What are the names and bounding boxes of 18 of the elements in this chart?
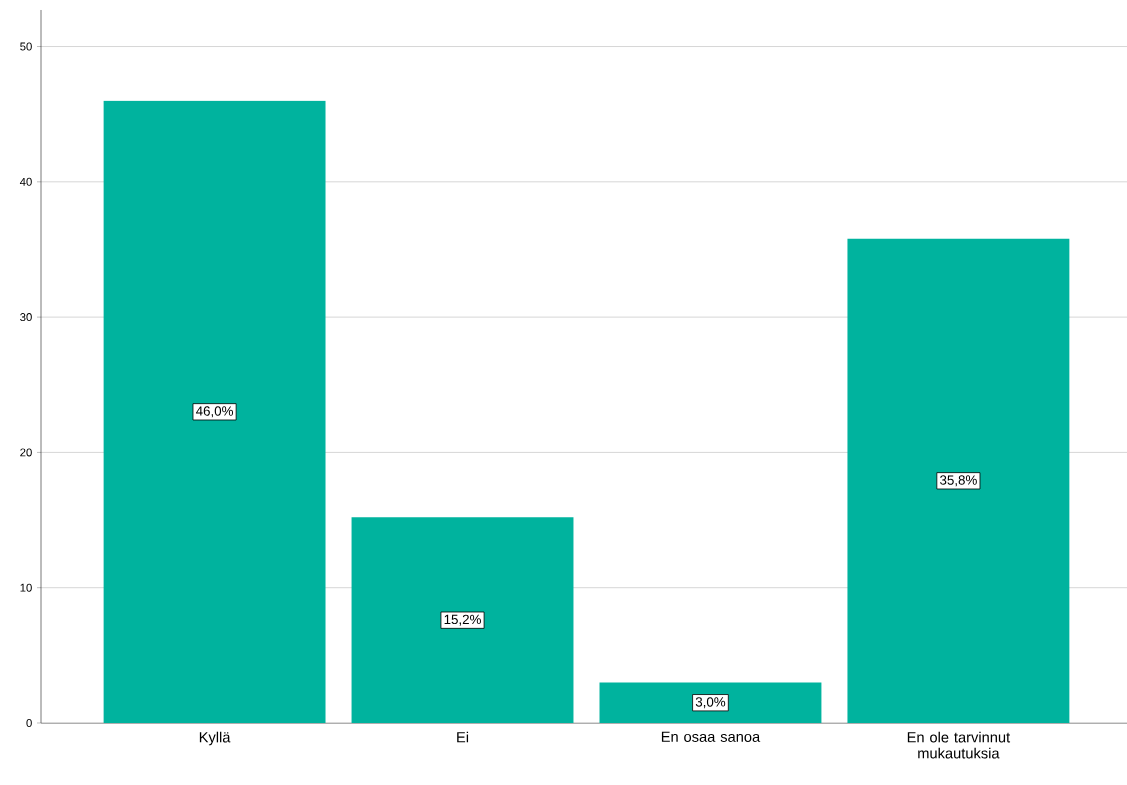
bar [103,100,326,723]
x-tick-label: Ei [457,731,469,743]
x-tick-label: En osaa sanoa [661,731,761,742]
y-tick-label: 0 [26,719,32,728]
bar [847,238,1070,723]
x-tick-label: Kyllä [199,731,231,746]
data-label: 15,2% [444,614,481,626]
y-tick-label: 50 [20,42,32,51]
y-tick-label: 20 [20,448,32,457]
y-tick-label: 30 [20,313,32,322]
x-tick-label: En ole tarvinnut mukautuksia [907,731,1011,759]
y-tick-label: 40 [19,177,32,186]
y-tick-label: 10 [20,583,32,592]
data-label: 46,0% [195,406,233,418]
data-label: 35,8% [940,475,977,487]
bar [599,682,822,723]
data-label: 3,0% [695,697,726,709]
bar [351,517,574,723]
